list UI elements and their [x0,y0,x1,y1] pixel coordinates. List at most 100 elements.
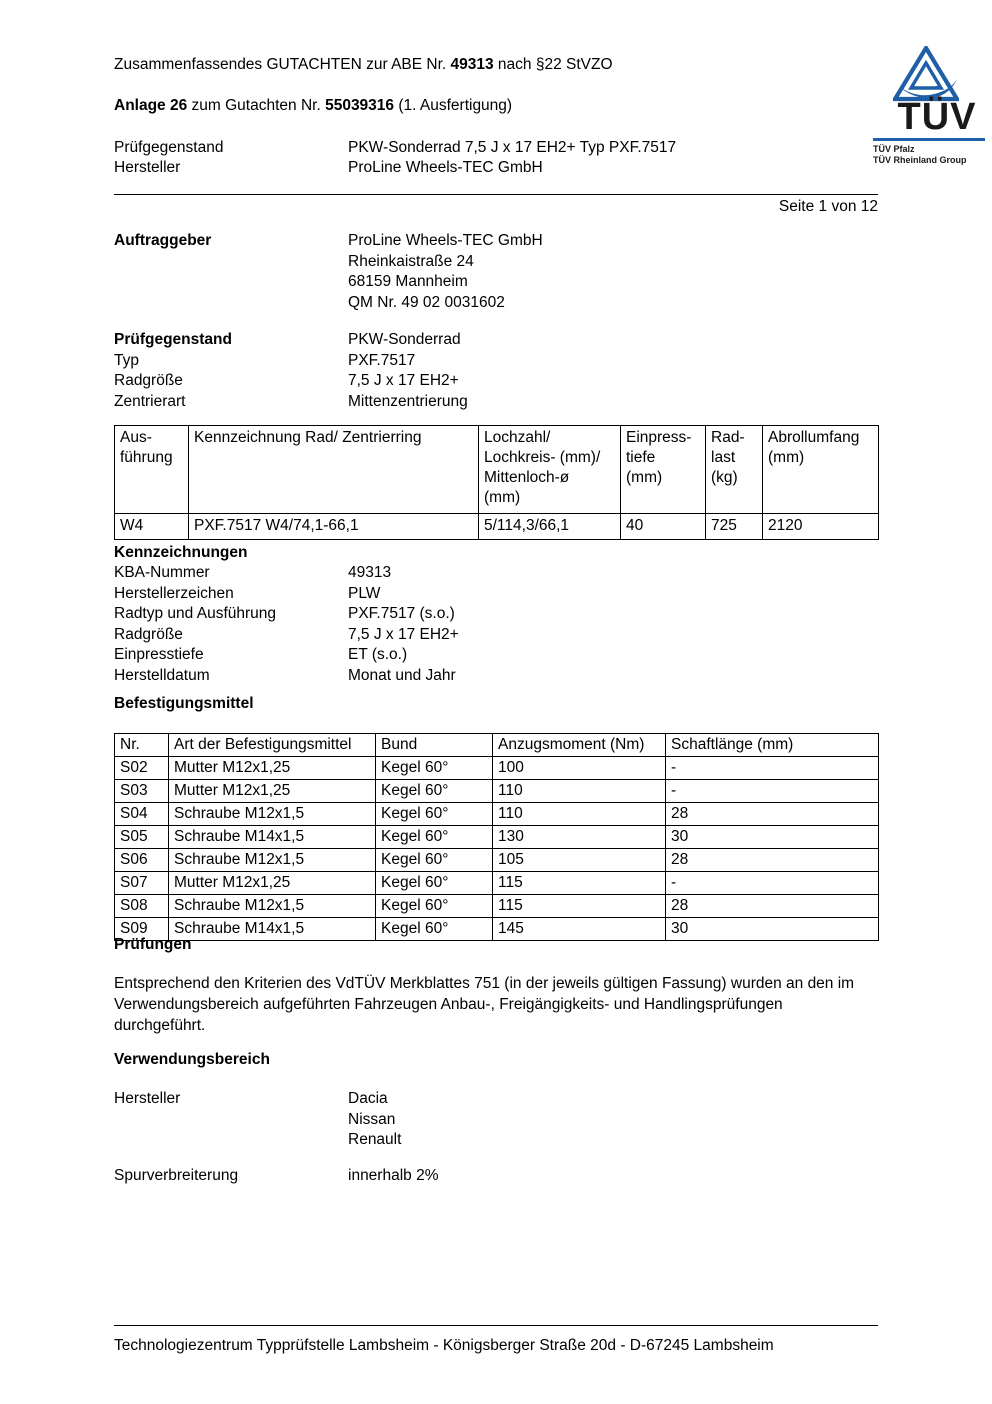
auftraggeber-block: Auftraggeber ProLine Wheels-TEC GmbH Rhei… [114,231,543,313]
verwend-row-2: Renault [114,1130,401,1151]
cell-anzugsmoment: 100 [492,756,666,780]
pruefgegenstand-label-0: Prüfgegenstand [114,331,232,348]
kennzeichnungen-value-4: ET (s.o.) [348,646,408,663]
pruefgegenstand-label-3: Zentrierart [114,392,186,410]
page-number: Seite 1 von 12 [778,198,878,215]
cell-nr: S07 [114,871,169,895]
kennzeichnungen-row-5: Herstelldatum Monat und Jahr [114,666,459,687]
col-header-lochzahl: Lochzahl/ Lochkreis- (mm)/ Mittenloch-ø … [478,425,621,514]
auftraggeber-value-1: Rheinkaistraße 24 [348,252,474,270]
title-suffix: nach §22 StVZO [493,56,613,73]
cell-kennzeichnung: PXF.7517 W4/74,1-66,1 [188,513,479,540]
auftraggeber-row-1: Rheinkaistraße 24 [114,252,543,273]
cell-bund: Kegel 60° [375,848,493,872]
col-header-radlast: Rad- last (kg) [705,425,763,514]
cell-schaftlaenge: 30 [665,917,879,941]
cell-schaftlaenge: - [665,779,879,803]
cell-nr: S09 [114,917,169,941]
pruefgegenstand-label-2: Radgröße [114,372,183,389]
cell-anzugsmoment: 115 [492,871,666,895]
header-hersteller-row: Hersteller ProLine Wheels-TEC GmbH [114,158,676,178]
pruefgegenstand-label-1: Typ [114,351,139,369]
cell-anzugsmoment: 145 [492,917,666,941]
kennzeichnungen-label-4: Einpresstiefe [114,646,204,663]
tuv-triangle-icon [893,46,959,102]
cell-bund: Kegel 60° [375,917,493,941]
logo-divider [873,138,985,141]
abe-number: 49313 [450,56,494,73]
cell-bund: Kegel 60° [375,756,493,780]
pruefgegenstand-value-2: 7,5 J x 17 EH2+ [348,372,459,389]
col-header-ausfuehrung: Aus- führung [114,425,189,514]
cell-bund: Kegel 60° [375,779,493,803]
auftraggeber-value-0: ProLine Wheels-TEC GmbH [348,232,543,249]
header-divider [114,194,878,195]
cell-einpresstiefe: 40 [620,513,706,540]
cell-bund: Kegel 60° [375,871,493,895]
page-content: Zusammenfassendes GUTACHTEN zur ABE Nr. … [114,0,985,1404]
kennzeichnungen-value-2: PXF.7517 (s.o.) [348,605,455,622]
spur-label: Spurverbreiterung [114,1167,239,1184]
cell-anzugsmoment: 115 [492,894,666,918]
pruefgegenstand-row-0: Prüfgegenstand PKW-Sonderrad [114,330,468,351]
document-title-line: Zusammenfassendes GUTACHTEN zur ABE Nr. … [114,56,613,74]
table-row: S09 Schraube M14x1,5 Kegel 60° 145 30 [114,917,879,941]
auftraggeber-row-3: QM Nr. 49 02 0031602 [114,293,543,314]
cell-radlast: 725 [705,513,763,540]
annex-label: Anlage 26 [114,97,188,114]
auftraggeber-value-3: QM Nr. 49 02 0031602 [348,293,505,311]
kennzeichnungen-value-3: 7,5 J x 17 EH2+ [348,625,459,643]
verwend-row-0: Hersteller Dacia [114,1089,401,1110]
logo-subtitle: TÜV Pfalz TÜV Rheinland Group [873,144,967,166]
col-header-kennzeichnung: Kennzeichnung Rad/ Zentrierring [188,425,479,514]
annex-line: Anlage 26 zum Gutachten Nr. 55039316 (1.… [114,97,512,115]
pruefgegenstand-row-1: Typ PXF.7517 [114,351,468,372]
kennzeichnungen-label-2: Radtyp und Ausführung [114,605,277,622]
cell-nr: S02 [114,756,169,780]
cell-schaftlaenge: 28 [665,894,879,918]
kennzeichnungen-label-1: Herstellerzeichen [114,584,234,602]
table-row: S06 Schraube M12x1,5 Kegel 60° 105 28 [114,848,879,872]
header-pruefgegenstand-label: Prüfgegenstand [114,139,224,156]
kennzeichnungen-label-3: Radgröße [114,625,183,643]
col-header-nr: Nr. [114,733,169,757]
pruefgegenstand-block: Prüfgegenstand PKW-Sonderrad Typ PXF.7517 … [114,330,468,412]
table-row: S05 Schraube M14x1,5 Kegel 60° 130 30 [114,825,879,849]
section-title-pruefungen: Prüfungen [114,936,192,953]
pruefgegenstand-value-0: PKW-Sonderrad [348,331,461,348]
cell-anzugsmoment: 110 [492,779,666,803]
cell-art: Mutter M12x1,25 [168,756,376,780]
cell-art: Mutter M12x1,25 [168,779,376,803]
table-row: S04 Schraube M12x1,5 Kegel 60° 110 28 [114,802,879,826]
kennzeichnungen-row-0: KBA-Nummer 49313 [114,563,459,584]
kennzeichnungen-label-0: KBA-Nummer [114,564,210,581]
cell-art: Schraube M12x1,5 [168,802,376,826]
table-header-row: Aus- führung Kennzeichnung Rad/ Zentrier… [114,425,879,514]
cell-schaftlaenge: 28 [665,848,879,872]
cell-art: Schraube M12x1,5 [168,894,376,918]
header-pruefgegenstand-row: Prüfgegenstand PKW-Sonderrad 7,5 J x 17 E… [114,138,676,158]
header-subject-block: Prüfgegenstand PKW-Sonderrad 7,5 J x 17 E… [114,138,676,178]
cell-anzugsmoment: 105 [492,848,666,872]
cell-nr: S05 [114,825,169,849]
kennzeichnungen-row-2: Radtyp und Ausführung PXF.7517 (s.o.) [114,604,459,625]
verwend-hersteller-value-0: Dacia [348,1090,388,1107]
table-row: S02 Mutter M12x1,25 Kegel 60° 100 - [114,756,879,780]
kennzeichnungen-value-1: PLW [348,584,381,602]
cell-nr: S04 [114,802,169,826]
table-row: W4 PXF.7517 W4/74,1-66,1 5/114,3/66,1 40… [114,513,879,540]
cell-lochzahl: 5/114,3/66,1 [478,513,621,540]
section-title-befestigungsmittel: Befestigungsmittel [114,695,254,712]
cell-nr: S08 [114,894,169,918]
title-prefix: Zusammenfassendes GUTACHTEN zur ABE Nr. [114,56,451,73]
verwendungsbereich-hersteller-block: Hersteller Dacia Nissan Renault [114,1089,401,1151]
col-header-abrollumfang: Abrollumfang (mm) [762,425,879,514]
kennzeichnungen-row-4: Einpresstiefe ET (s.o.) [114,645,459,666]
table-row: S07 Mutter M12x1,25 Kegel 60° 115 - [114,871,879,895]
col-header-anzugsmoment: Anzugsmoment (Nm) [492,733,666,757]
spur-value: innerhalb 2% [348,1167,439,1184]
cell-bund: Kegel 60° [375,894,493,918]
befestigungsmittel-table: Nr. Art der Befestigungsmittel Bund Anzu… [114,733,879,941]
verwend-hersteller-value-2: Renault [348,1131,402,1148]
